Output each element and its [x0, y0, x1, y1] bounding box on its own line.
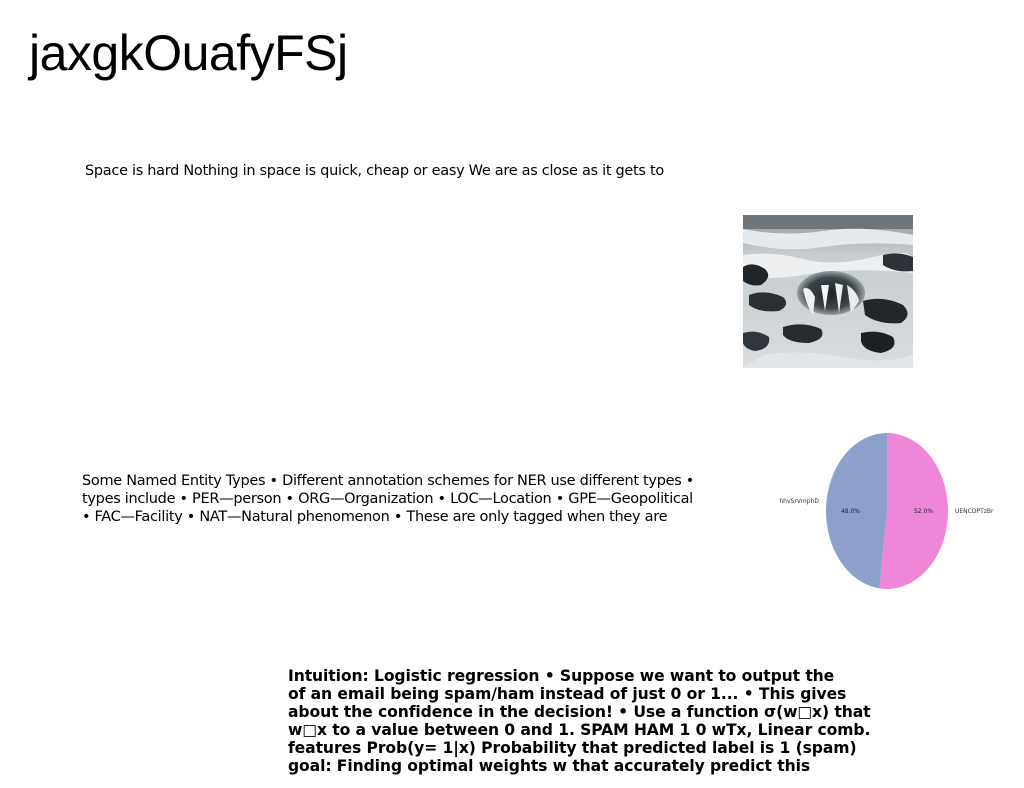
pie-slice-category-label: hhvSrVmphD: [780, 498, 819, 505]
text-block-ner: Some Named Entity Types • Different anno…: [82, 472, 742, 526]
text-block-space: Space is hard Nothing in space is quick,…: [85, 163, 664, 179]
text-line: Some Named Entity Types • Different anno…: [82, 473, 695, 489]
pie-chart-svg: 52.0% UENCDPTzBr 48.0% hhvSrVmphD: [779, 433, 994, 589]
pie-slice-category-label: UENCDPTzBr: [955, 508, 994, 515]
text-line: types include • PER—person • ORG—Organiz…: [82, 491, 693, 507]
waterfall-photo: [743, 215, 913, 368]
text-line: of an email being spam/ham instead of ju…: [288, 685, 847, 703]
text-line: w□x to a value between 0 and 1. SPAM HAM…: [288, 721, 871, 739]
waterfall-sinkhole-photo: [743, 215, 913, 368]
pie-slice-percent-label: 52.0%: [914, 508, 933, 515]
pie-slice-1: [825, 433, 887, 589]
text-line: Intuition: Logistic regression • Suppose…: [288, 667, 835, 685]
page-title: jaxgkOuafyFSj: [29, 25, 348, 81]
text-line: features Prob(y= 1|x) Probability that p…: [288, 739, 857, 757]
text-block-logistic-regression: Intuition: Logistic regression • Suppose…: [288, 667, 928, 775]
pie-slice-0: [879, 433, 948, 589]
text-line: about the confidence in the decision! • …: [288, 703, 871, 721]
pie-slice-percent-label: 48.0%: [841, 508, 860, 515]
pie-chart: 52.0% UENCDPTzBr 48.0% hhvSrVmphD: [779, 425, 1010, 600]
text-line: goal: Finding optimal weights w that acc…: [288, 757, 811, 775]
text-line: • FAC—Facility • NAT—Natural phenomenon …: [82, 509, 668, 525]
